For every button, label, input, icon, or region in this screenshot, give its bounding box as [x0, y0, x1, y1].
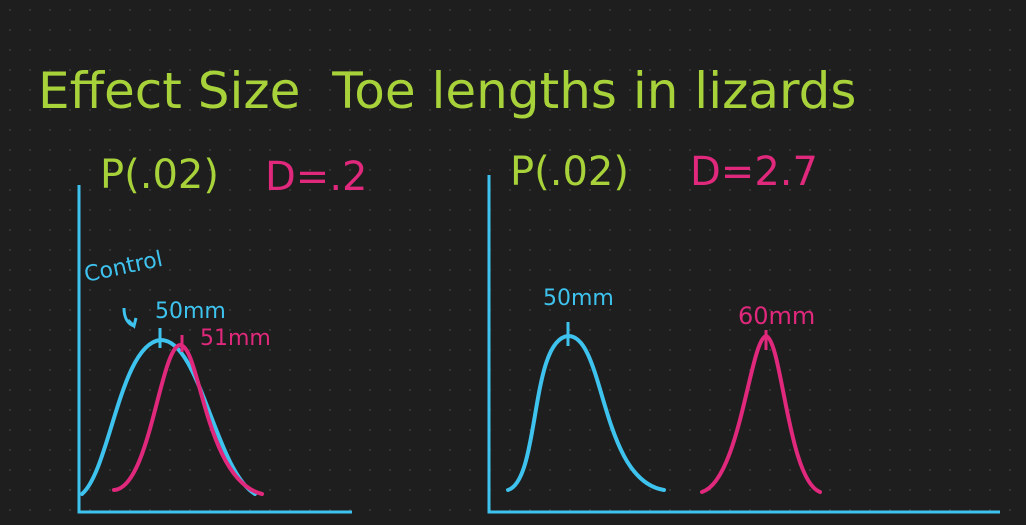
- p-label: P(.02): [100, 152, 219, 198]
- p-label: P(.02): [510, 149, 629, 195]
- mean-label: 50mm: [543, 286, 614, 311]
- d-label: D=2.7: [690, 149, 818, 195]
- arrow: [122, 307, 138, 329]
- d-label: D=.2: [265, 154, 367, 200]
- axes: [487, 175, 1000, 514]
- mean-label: 51mm: [200, 326, 271, 351]
- treatment-curve: [112, 342, 264, 496]
- mean-label: 50mm: [155, 299, 226, 324]
- mean-label: 60mm: [738, 302, 815, 330]
- title: Effect Size Toe lengths in lizards: [38, 62, 856, 120]
- axes: [77, 185, 352, 514]
